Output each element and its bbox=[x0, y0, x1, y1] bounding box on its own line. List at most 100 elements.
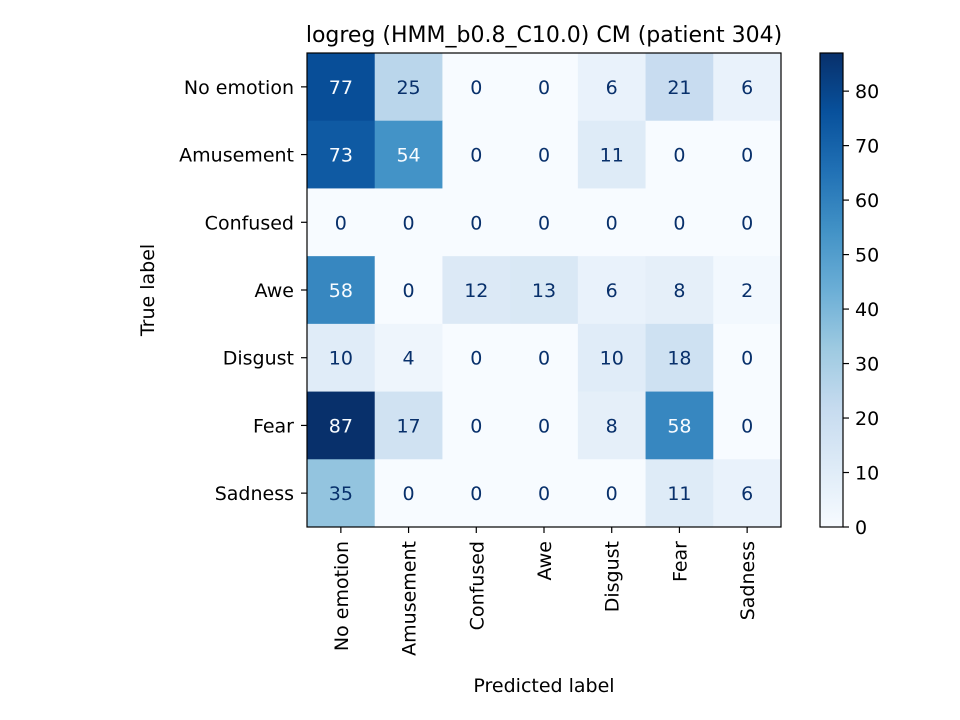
heatmap-cell-value: 0 bbox=[470, 348, 482, 370]
x-tick-label: Fear bbox=[669, 541, 691, 582]
heatmap-cell bbox=[442, 188, 511, 257]
y-tick-label: Fear bbox=[253, 415, 294, 437]
heatmap-cell bbox=[577, 53, 647, 122]
heatmap-cell-value: 77 bbox=[329, 77, 353, 99]
heatmap-cell-value: 0 bbox=[606, 212, 618, 234]
heatmap-cell bbox=[577, 391, 647, 460]
heatmap-cell-value: 0 bbox=[538, 212, 550, 234]
heatmap-cell-value: 0 bbox=[606, 483, 618, 505]
heatmap-cell bbox=[374, 391, 443, 460]
colorbar-tick-label: 30 bbox=[855, 354, 879, 376]
heatmap-cell bbox=[713, 323, 782, 393]
heatmap-cell-value: 6 bbox=[741, 77, 753, 99]
heatmap-cell bbox=[713, 391, 782, 460]
x-axis-ticks: No emotion Amusement Confused Awe Disgust Fea… bbox=[331, 527, 759, 656]
heatmap-cells bbox=[307, 53, 782, 528]
y-tick-label: Amusement bbox=[179, 145, 294, 167]
heatmap-cell bbox=[307, 323, 376, 393]
y-tick-label: Sadness bbox=[215, 483, 294, 505]
heatmap-cell-value: 25 bbox=[396, 77, 420, 99]
heatmap-cell bbox=[374, 459, 443, 528]
heatmap-cell-value: 11 bbox=[667, 483, 691, 505]
heatmap-cell bbox=[307, 391, 376, 460]
heatmap-cell bbox=[577, 256, 647, 325]
heatmap-cell-value: 21 bbox=[667, 77, 691, 99]
heatmap-cell-value: 2 bbox=[741, 280, 753, 302]
x-tick-label: Amusement bbox=[399, 541, 421, 656]
heatmap-cell bbox=[510, 459, 579, 528]
heatmap-cell bbox=[374, 256, 443, 325]
heatmap-cell-value: 58 bbox=[667, 415, 691, 437]
heatmap-cell bbox=[510, 256, 579, 325]
y-tick-label: Confused bbox=[205, 212, 294, 234]
y-tick-label: Awe bbox=[255, 280, 294, 302]
x-tick-label: Sadness bbox=[737, 541, 759, 620]
heatmap-cell-value: 58 bbox=[329, 280, 353, 302]
x-tick-label: Confused bbox=[466, 541, 488, 630]
x-axis-label: Predicted label bbox=[473, 675, 614, 697]
heatmap-cell-value: 11 bbox=[600, 145, 624, 167]
heatmap-cell bbox=[713, 53, 782, 122]
heatmap-cell bbox=[307, 188, 376, 257]
heatmap-cell bbox=[374, 188, 443, 257]
colorbar-tick-label: 10 bbox=[855, 463, 879, 485]
heatmap-cell bbox=[577, 120, 647, 189]
heatmap-cell-value: 6 bbox=[606, 280, 618, 302]
x-tick-label: Awe bbox=[534, 541, 556, 580]
heatmap-cell bbox=[645, 323, 714, 393]
heatmap-cell bbox=[577, 188, 647, 257]
heatmap-cell-value: 0 bbox=[335, 212, 347, 234]
y-tick-label: No emotion bbox=[184, 77, 294, 99]
heatmap-cell-value: 0 bbox=[403, 280, 415, 302]
heatmap-cell-value: 0 bbox=[538, 483, 550, 505]
heatmap-cell bbox=[645, 120, 714, 189]
heatmap-cell-value: 0 bbox=[741, 212, 753, 234]
heatmap-cell-value: 73 bbox=[329, 145, 353, 167]
heatmap-cell-value: 0 bbox=[470, 145, 482, 167]
heatmap-cell-value: 6 bbox=[741, 483, 753, 505]
colorbar-tick-label: 0 bbox=[855, 517, 867, 539]
heatmap-cell bbox=[442, 459, 511, 528]
heatmap-cell-value: 0 bbox=[403, 483, 415, 505]
heatmap-cell-value: 0 bbox=[538, 348, 550, 370]
heatmap-cell bbox=[307, 256, 376, 325]
heatmap-cell bbox=[442, 256, 511, 325]
colorbar-tick-label: 20 bbox=[855, 408, 879, 430]
colorbar-tick-label: 70 bbox=[855, 136, 879, 158]
heatmap-cell-value: 10 bbox=[329, 348, 353, 370]
heatmap-cell bbox=[442, 391, 511, 460]
heatmap-cell bbox=[374, 53, 443, 122]
colorbar-ticks: 0 10 20 30 40 50 60 70 80 bbox=[843, 81, 879, 539]
heatmap-cell-value: 0 bbox=[538, 145, 550, 167]
heatmap-cell bbox=[510, 188, 579, 257]
heatmap-cell-value: 0 bbox=[741, 415, 753, 437]
heatmap-cell-value: 12 bbox=[464, 280, 488, 302]
heatmap-cell-value: 8 bbox=[673, 280, 685, 302]
heatmap-cell-value: 0 bbox=[470, 483, 482, 505]
colorbar-tick-label: 40 bbox=[855, 299, 879, 321]
heatmap-cell-value: 0 bbox=[470, 212, 482, 234]
heatmap-cell bbox=[713, 459, 782, 528]
heatmap-cell bbox=[510, 391, 579, 460]
heatmap-cell bbox=[645, 53, 714, 122]
heatmap-cell-value: 0 bbox=[741, 348, 753, 370]
heatmap-cell bbox=[307, 53, 376, 122]
heatmap-cell bbox=[510, 53, 579, 122]
heatmap-cell-value: 0 bbox=[470, 415, 482, 437]
heatmap-cell-value: 8 bbox=[606, 415, 618, 437]
y-tick-label: Disgust bbox=[223, 348, 294, 370]
heatmap-cell bbox=[374, 323, 443, 393]
heatmap-cell-value: 6 bbox=[606, 77, 618, 99]
heatmap-cell-value: 87 bbox=[329, 415, 353, 437]
heatmap-cell-value: 10 bbox=[600, 348, 624, 370]
heatmap-cell bbox=[645, 188, 714, 257]
heatmap-cell bbox=[577, 459, 647, 528]
heatmap-cell-value: 54 bbox=[396, 145, 420, 167]
heatmap-cell-value: 4 bbox=[403, 348, 415, 370]
heatmap-cell bbox=[374, 120, 443, 189]
heatmap-cell bbox=[307, 459, 376, 528]
heatmap-cell bbox=[713, 120, 782, 189]
heatmap-cell bbox=[577, 323, 647, 393]
